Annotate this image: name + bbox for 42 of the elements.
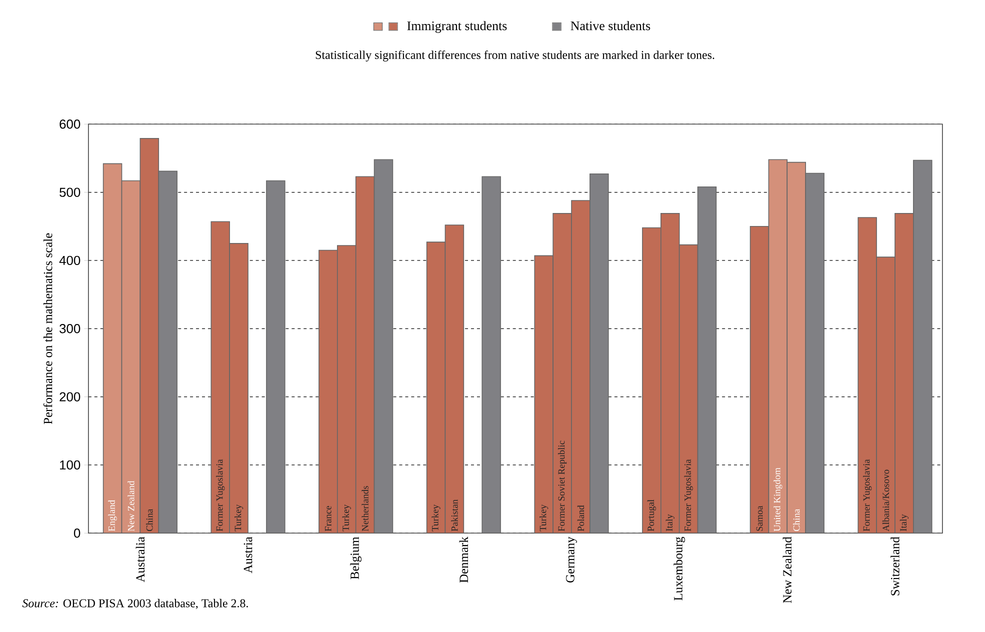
data-label: Turkey <box>342 504 351 532</box>
data-label: Turkey <box>432 504 440 532</box>
y-tick-label: 400 <box>59 256 80 266</box>
x-tick-label: Austria <box>244 536 252 574</box>
data-label: Italy <box>666 514 674 532</box>
data-label: Turkey <box>234 504 244 532</box>
text: Source: OECD PISA 2003 database, Table 2.8. <box>22 598 248 610</box>
y-tick-label: 500 <box>60 188 80 197</box>
data-label: Pakistan <box>451 500 458 532</box>
data-label: United Kingdom <box>774 468 782 532</box>
x-tick-label: Luxembourg <box>674 536 685 600</box>
x-tick-label: Denmark <box>459 536 468 583</box>
data-label: England <box>108 500 117 532</box>
data-label: Portugal <box>647 500 656 532</box>
x-tick-label: New Zealand <box>782 536 792 604</box>
data-label: Poland <box>577 505 584 532</box>
data-label: Netherlands <box>362 486 368 532</box>
legend-label: Native students <box>570 21 650 30</box>
y-tick-label: 100 <box>60 460 80 470</box>
y-tick-label: 200 <box>60 392 80 402</box>
y-tick-label: 300 <box>60 324 80 334</box>
chart-subtitle: Statistically significant differences from native students are marked in darker tones. <box>316 50 714 62</box>
data-label: Former Yugoslavia <box>863 459 872 532</box>
data-label: Former Yugoslavia <box>684 459 693 532</box>
x-tick-label: Switzerland <box>890 536 900 596</box>
data-label: China <box>146 508 153 532</box>
data-label: New Zealand <box>128 480 134 532</box>
data-label: Turkey <box>540 504 548 532</box>
legend-label: Immigrant students <box>407 21 507 33</box>
data-label: Albania/Kosovo <box>882 470 890 532</box>
x-tick-label: Germany <box>566 536 577 582</box>
x-tick-label: Australia <box>136 536 145 582</box>
data-label: France <box>325 506 332 532</box>
y-tick-label: 0 <box>74 528 80 538</box>
data-label: Italy <box>900 514 909 532</box>
y-tick-label: 600 <box>60 120 80 129</box>
y-axis-title: Performance on the mathematics scale <box>43 233 52 424</box>
data-label: Samoa <box>756 506 763 531</box>
x-tick-label: Belgium <box>350 536 362 580</box>
data-label: China <box>793 508 800 532</box>
data-label: Former Soviet Republic <box>558 440 567 532</box>
data-label: Former Yugoslavia <box>216 459 225 532</box>
